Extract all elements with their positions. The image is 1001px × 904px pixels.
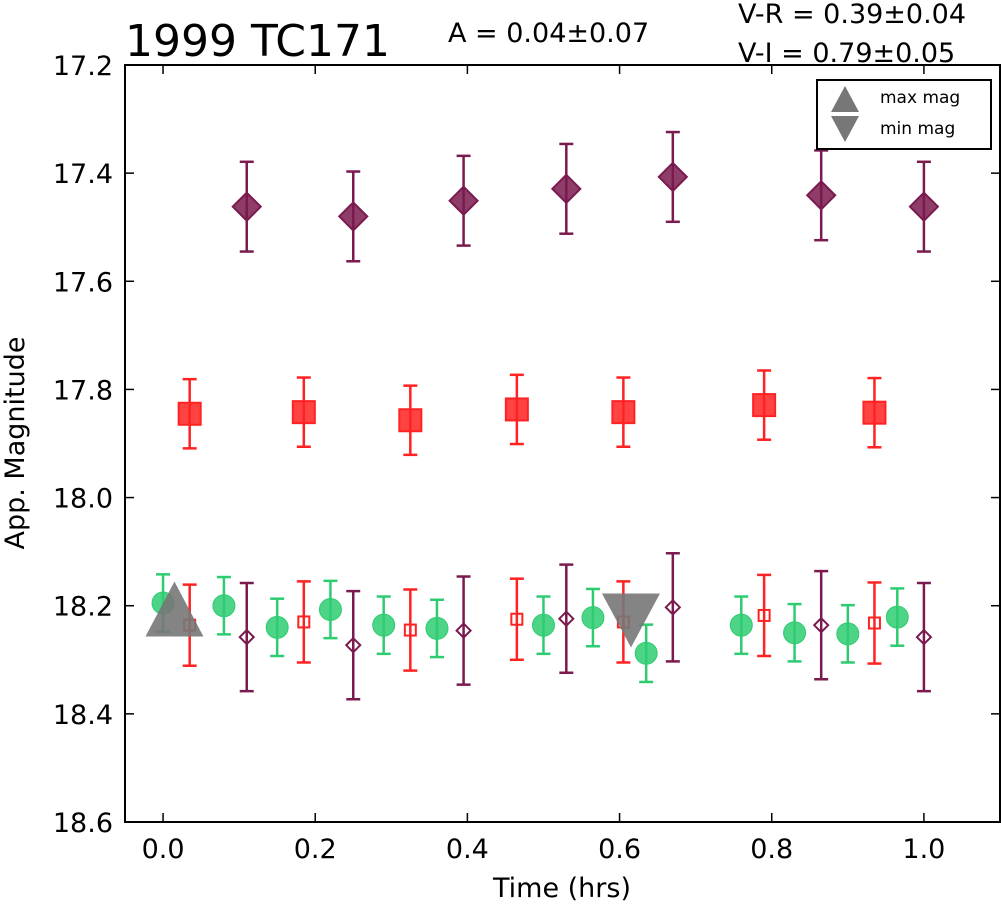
data-point-circle (836, 622, 860, 646)
x-axis-label: Time (hrs) (492, 873, 631, 904)
data-point-diamond (550, 173, 582, 205)
legend-label-min-mag: min mag (880, 119, 955, 139)
data-point-diamond (231, 191, 263, 223)
data-point-diamond (455, 622, 473, 640)
v-i-color-annotation: V-I = 0.79±0.05 (738, 38, 955, 69)
data-point-diamond (238, 628, 256, 646)
data-point-square (291, 400, 316, 425)
max-mag-marker (145, 581, 204, 637)
data-point-diamond (805, 179, 837, 211)
data-point-circle (783, 621, 807, 645)
min-mag-marker (601, 593, 660, 648)
data-point-circle (425, 616, 449, 640)
y-tick-label: 18.0 (53, 484, 113, 515)
tick-layer: 0.0 0.2 0.4 0.6 0.8 1.0 17.2 17.4 17.6 17.8 18.0 18… (53, 51, 1000, 865)
y-tick-label: 17.6 (53, 267, 113, 298)
data-point-square (867, 616, 881, 630)
data-point-diamond (344, 636, 362, 654)
data-point-diamond (337, 200, 369, 232)
y-tick-label: 18.4 (53, 700, 113, 731)
data-point-square (611, 400, 636, 425)
x-tick-label: 0.8 (750, 834, 793, 865)
y-tick-label: 17.8 (53, 375, 113, 406)
data-point-diamond (915, 628, 933, 646)
data-point-diamond (664, 598, 682, 616)
data-point-circle (581, 606, 605, 630)
data-point-circle (212, 594, 236, 618)
legend-label-max-mag: max mag (880, 88, 960, 108)
data-point-square (177, 401, 202, 426)
data-point-diamond (812, 616, 830, 634)
x-tick-label: 0.2 (294, 834, 337, 865)
plot-frame (124, 64, 1001, 823)
legend-min-mag-marker (831, 116, 859, 142)
data-point-circle (885, 605, 909, 629)
marker-layer (151, 161, 940, 665)
data-point-square (752, 393, 777, 418)
x-tick-label: 1.0 (902, 834, 945, 865)
data-point-diamond (908, 191, 940, 223)
legend-max-mag-marker (831, 86, 859, 112)
data-point-circle (531, 613, 555, 637)
y-tick-label: 17.2 (53, 51, 113, 82)
x-tick-label: 0.4 (446, 834, 489, 865)
y-tick-label: 18.2 (53, 592, 113, 623)
amplitude-annotation: A = 0.04±0.07 (448, 18, 649, 49)
extrema-marker-layer (145, 581, 660, 648)
data-point-circle (729, 613, 753, 637)
data-point-circle (634, 641, 658, 665)
y-tick-label: 18.6 (53, 808, 113, 839)
x-tick-label: 0.0 (142, 834, 185, 865)
data-point-diamond (448, 185, 480, 217)
legend: max mag min mag (816, 79, 992, 150)
data-point-square (862, 400, 887, 425)
y-axis-label: App. Magnitude (0, 337, 31, 550)
data-point-circle (265, 615, 289, 639)
data-point-square (510, 612, 524, 626)
data-point-diamond (657, 161, 689, 193)
chart-title: 1999 TC171 (125, 16, 390, 67)
v-r-color-annotation: V-R = 0.39±0.04 (738, 0, 966, 30)
y-tick-label: 17.4 (53, 159, 113, 190)
data-point-square (504, 397, 529, 422)
data-point-diamond (557, 610, 575, 628)
data-point-square (297, 615, 311, 629)
data-point-circle (372, 613, 396, 637)
x-tick-label: 0.6 (598, 834, 641, 865)
data-point-circle (318, 597, 342, 621)
data-point-square (403, 623, 417, 637)
data-point-square (757, 608, 771, 622)
data-point-square (398, 408, 423, 433)
